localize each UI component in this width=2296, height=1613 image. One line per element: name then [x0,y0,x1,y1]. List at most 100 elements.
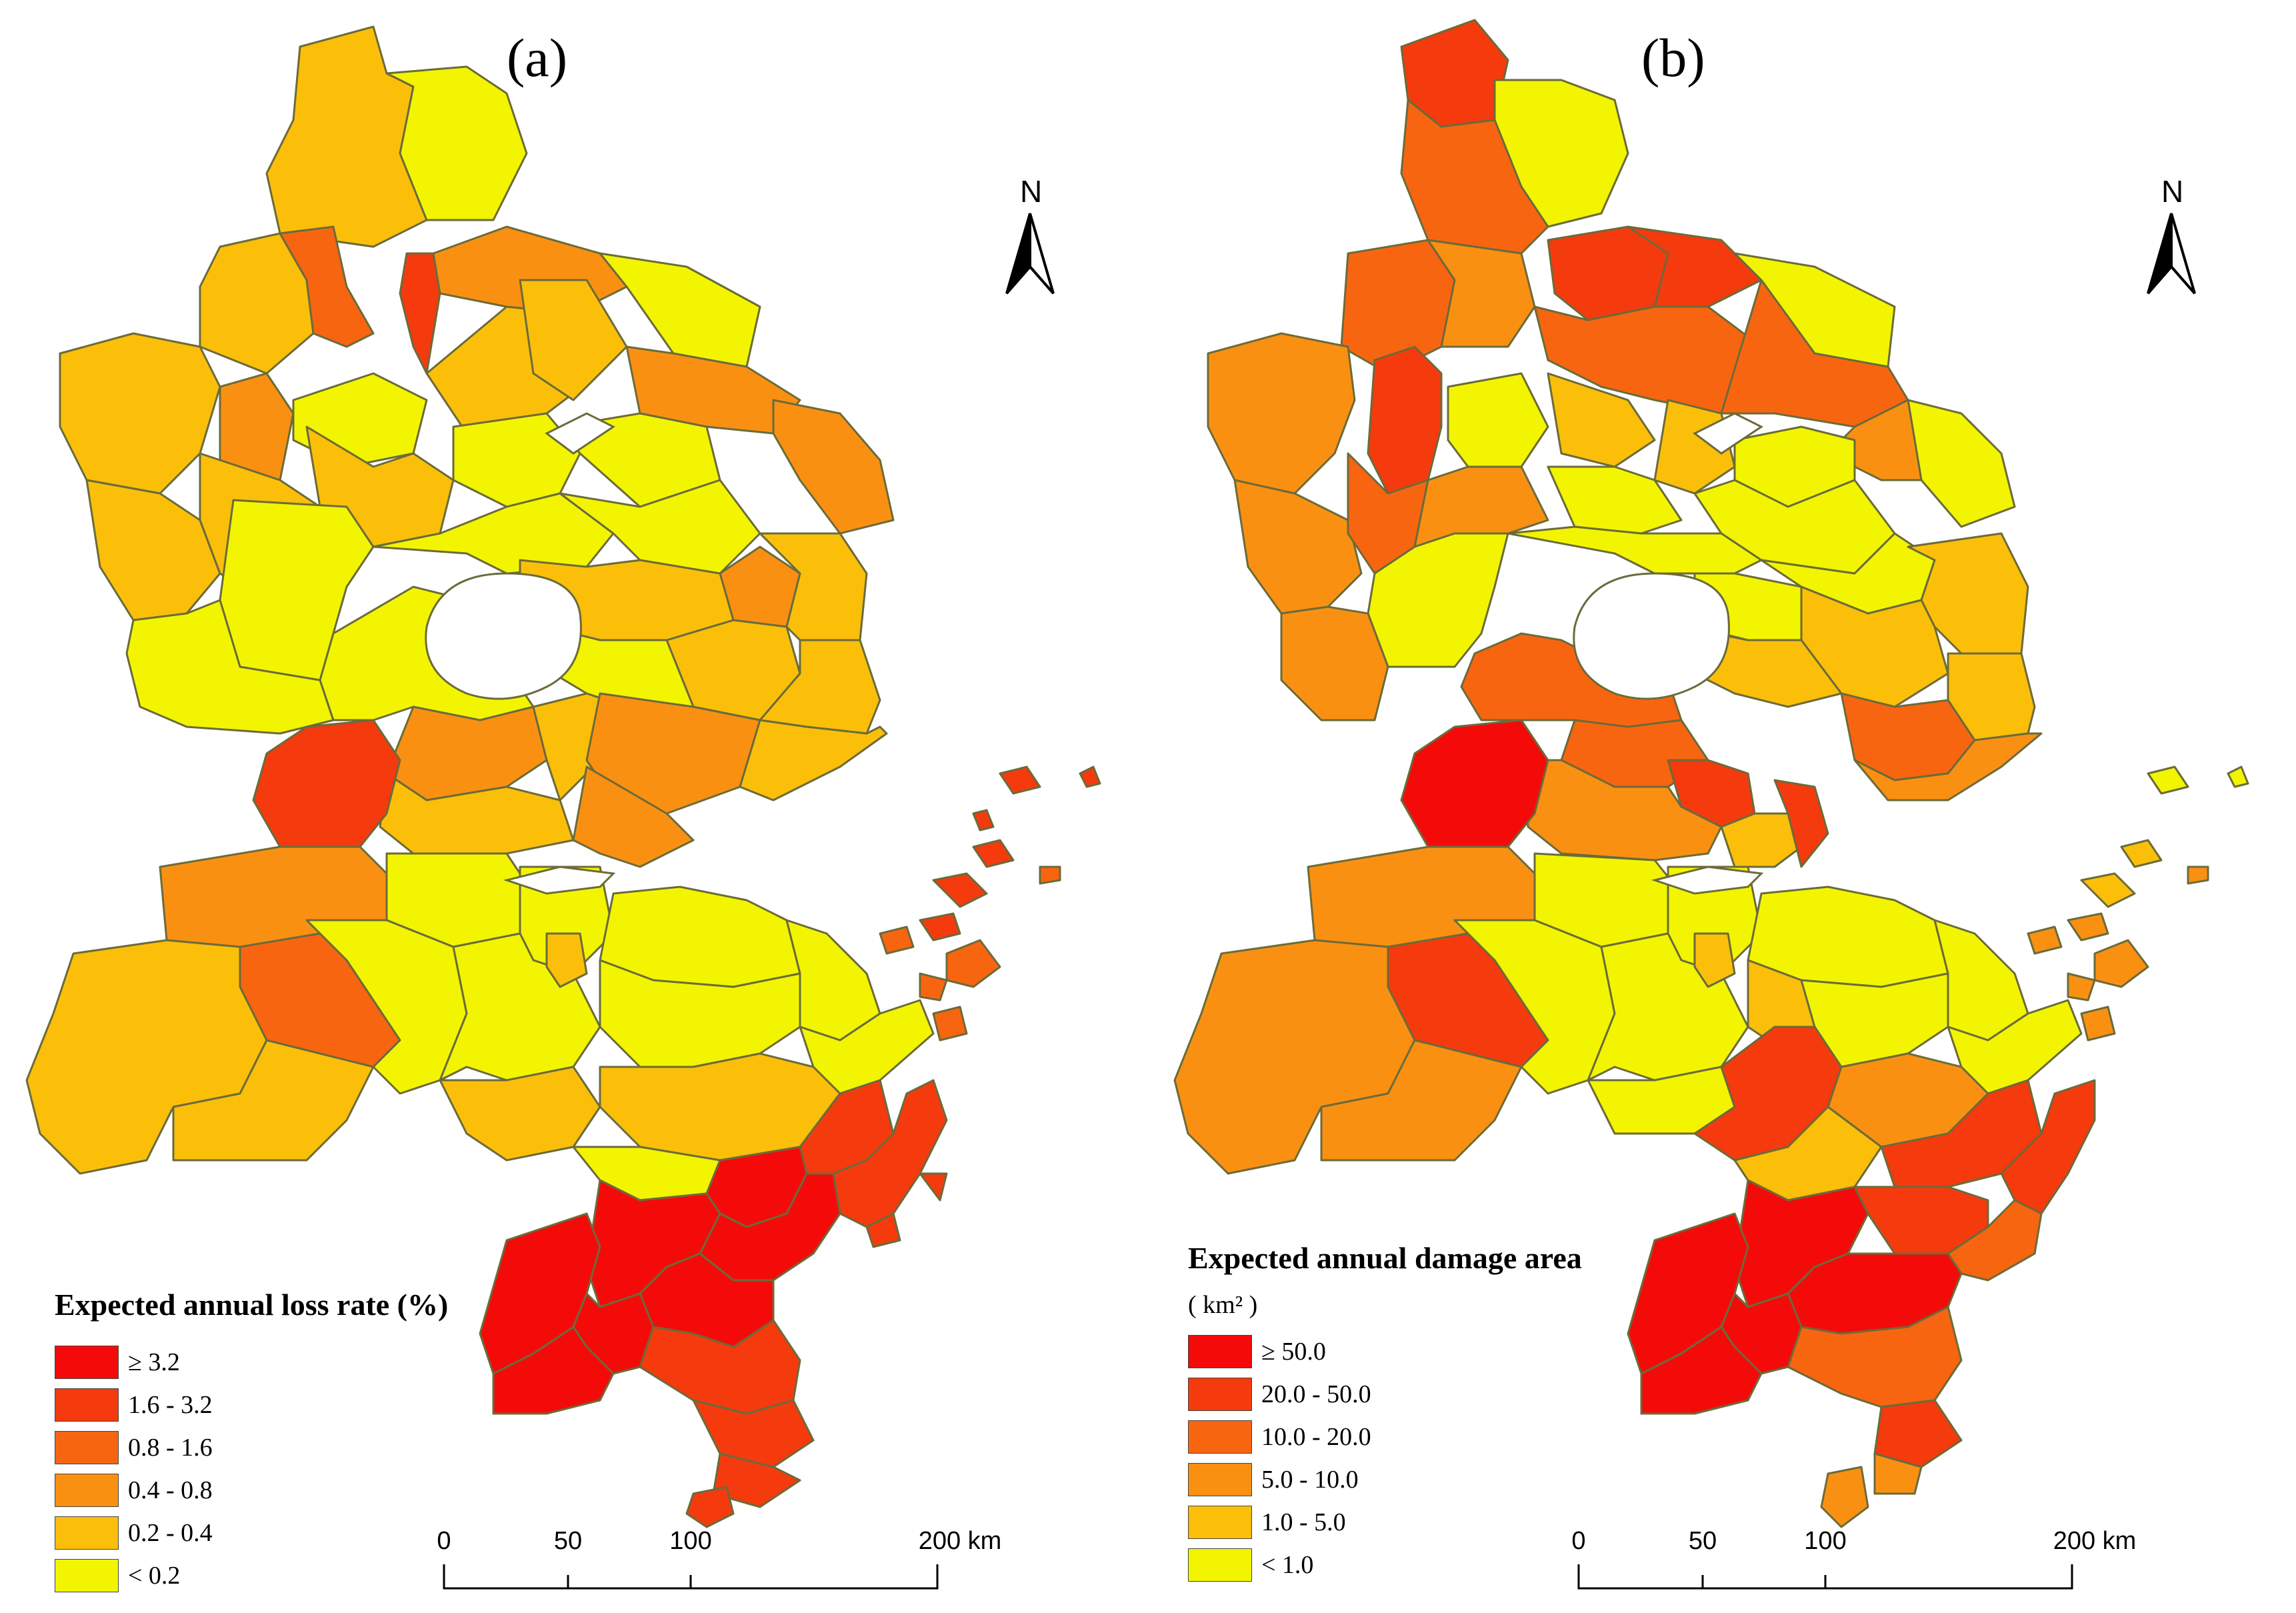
island [919,912,961,942]
legend: Expected annual damage area ( km² ) ≥ 50… [1188,1240,1582,1586]
region [572,765,695,868]
island [2147,765,2189,795]
legend-label: 1.6 - 3.2 [128,1391,213,1419]
region [1320,1039,1523,1162]
region [1447,372,1549,468]
river [1651,866,1764,895]
region [385,65,528,221]
region [1207,332,1356,495]
island [2080,872,2136,908]
estuary [545,412,615,455]
region [712,1452,801,1508]
island [2080,1006,2116,1042]
region [832,1079,948,1228]
region [1947,1199,2043,1282]
region [919,1172,948,1202]
legend-item: 1.0 - 5.0 [1188,1501,1582,1544]
region [492,1326,615,1415]
legend-swatch [1188,1420,1252,1454]
island [932,1006,968,1042]
island [932,872,988,908]
north-arrow: N [2141,173,2201,300]
map-panel-b: (b) N Expected annual damage area ( km² … [1148,0,2296,1613]
legend-item: 0.2 - 0.4 [55,1512,448,1554]
island [2187,866,2209,885]
legend-label: 0.2 - 0.4 [128,1519,213,1547]
legend-item: 10.0 - 20.0 [1188,1416,1582,1458]
legend-swatch [55,1346,119,1379]
region [559,479,761,575]
legend-title: Expected annual loss rate (%) [55,1288,449,1322]
scale-tick-label: 0 [1571,1527,1586,1555]
island [945,939,1001,988]
legend-item: 1.6 - 3.2 [55,1384,448,1426]
scale-tick-label: 50 [553,1527,583,1555]
north-letter: N [1020,174,1043,209]
region [85,479,221,621]
region [1507,525,1763,575]
region [865,1212,901,1248]
legend-swatch [1188,1506,1252,1539]
island [972,839,1015,868]
region [1773,779,1829,868]
legend-swatch [55,1474,119,1507]
region [305,919,468,1095]
legend-item: ≥ 3.2 [55,1341,448,1384]
region [1367,345,1443,495]
legend-item: < 1.0 [1188,1544,1582,1586]
region [1787,1306,1963,1408]
legend-label: 0.4 - 0.8 [128,1476,213,1504]
legend-label: < 1.0 [1261,1551,1314,1579]
region [1907,399,2016,528]
legend-swatch [1188,1463,1252,1496]
region [252,719,401,848]
region [1400,719,1549,848]
scale-tick-label: 200 km [2053,1527,2137,1555]
region [1547,372,1656,468]
legend-swatch [55,1516,119,1550]
region [1280,605,1389,721]
island [879,926,915,955]
legend-item: 0.4 - 0.8 [55,1469,448,1512]
region [545,932,588,988]
region [385,705,548,801]
legend-swatch [1188,1335,1252,1368]
scale-tick-label: 100 [1804,1527,1847,1555]
scale-bar-line [1577,1564,2073,1590]
legend-label: ≥ 50.0 [1261,1338,1326,1366]
legend-unit: ( km² ) [1188,1291,1258,1319]
legend-item: 0.8 - 1.6 [55,1426,448,1469]
legend-title: Expected annual damage area [1188,1241,1582,1275]
legend: Expected annual loss rate (%) ≥ 3.2 1.6 … [55,1287,448,1597]
island [972,809,995,832]
legend-swatch [1188,1378,1252,1411]
region [1400,99,1549,255]
north-arrow-icon [2147,213,2196,295]
estuary [1693,412,1763,455]
legend-label: < 0.2 [128,1562,181,1590]
region [1427,239,1536,348]
lake [425,572,582,700]
region [1873,1452,1923,1495]
island [2027,926,2063,955]
map-panel-a: (a) N Expected annual loss rate (%) ≥ 3.… [25,25,1101,1600]
region [1640,1326,1763,1415]
region [172,1039,375,1162]
region [1853,732,2043,801]
legend-swatch [55,1431,119,1464]
legend-label: ≥ 3.2 [128,1348,180,1376]
legend-label: 5.0 - 10.0 [1261,1466,1359,1494]
panel-label: (a) [507,27,568,88]
scale-bar: 0 50 100 200 km [400,1527,1001,1600]
choropleth-map-b [1173,19,2249,1528]
legend-item: < 0.2 [55,1554,448,1597]
scale-tick-label: 100 [669,1527,712,1555]
region [1453,919,1616,1095]
north-arrow: N [1000,173,1060,300]
north-arrow-icon [1005,213,1055,295]
legend-swatch [55,1388,119,1422]
region [772,399,895,535]
island [2067,912,2109,942]
region [1233,479,1363,615]
legend-label: 1.0 - 5.0 [1261,1508,1346,1536]
